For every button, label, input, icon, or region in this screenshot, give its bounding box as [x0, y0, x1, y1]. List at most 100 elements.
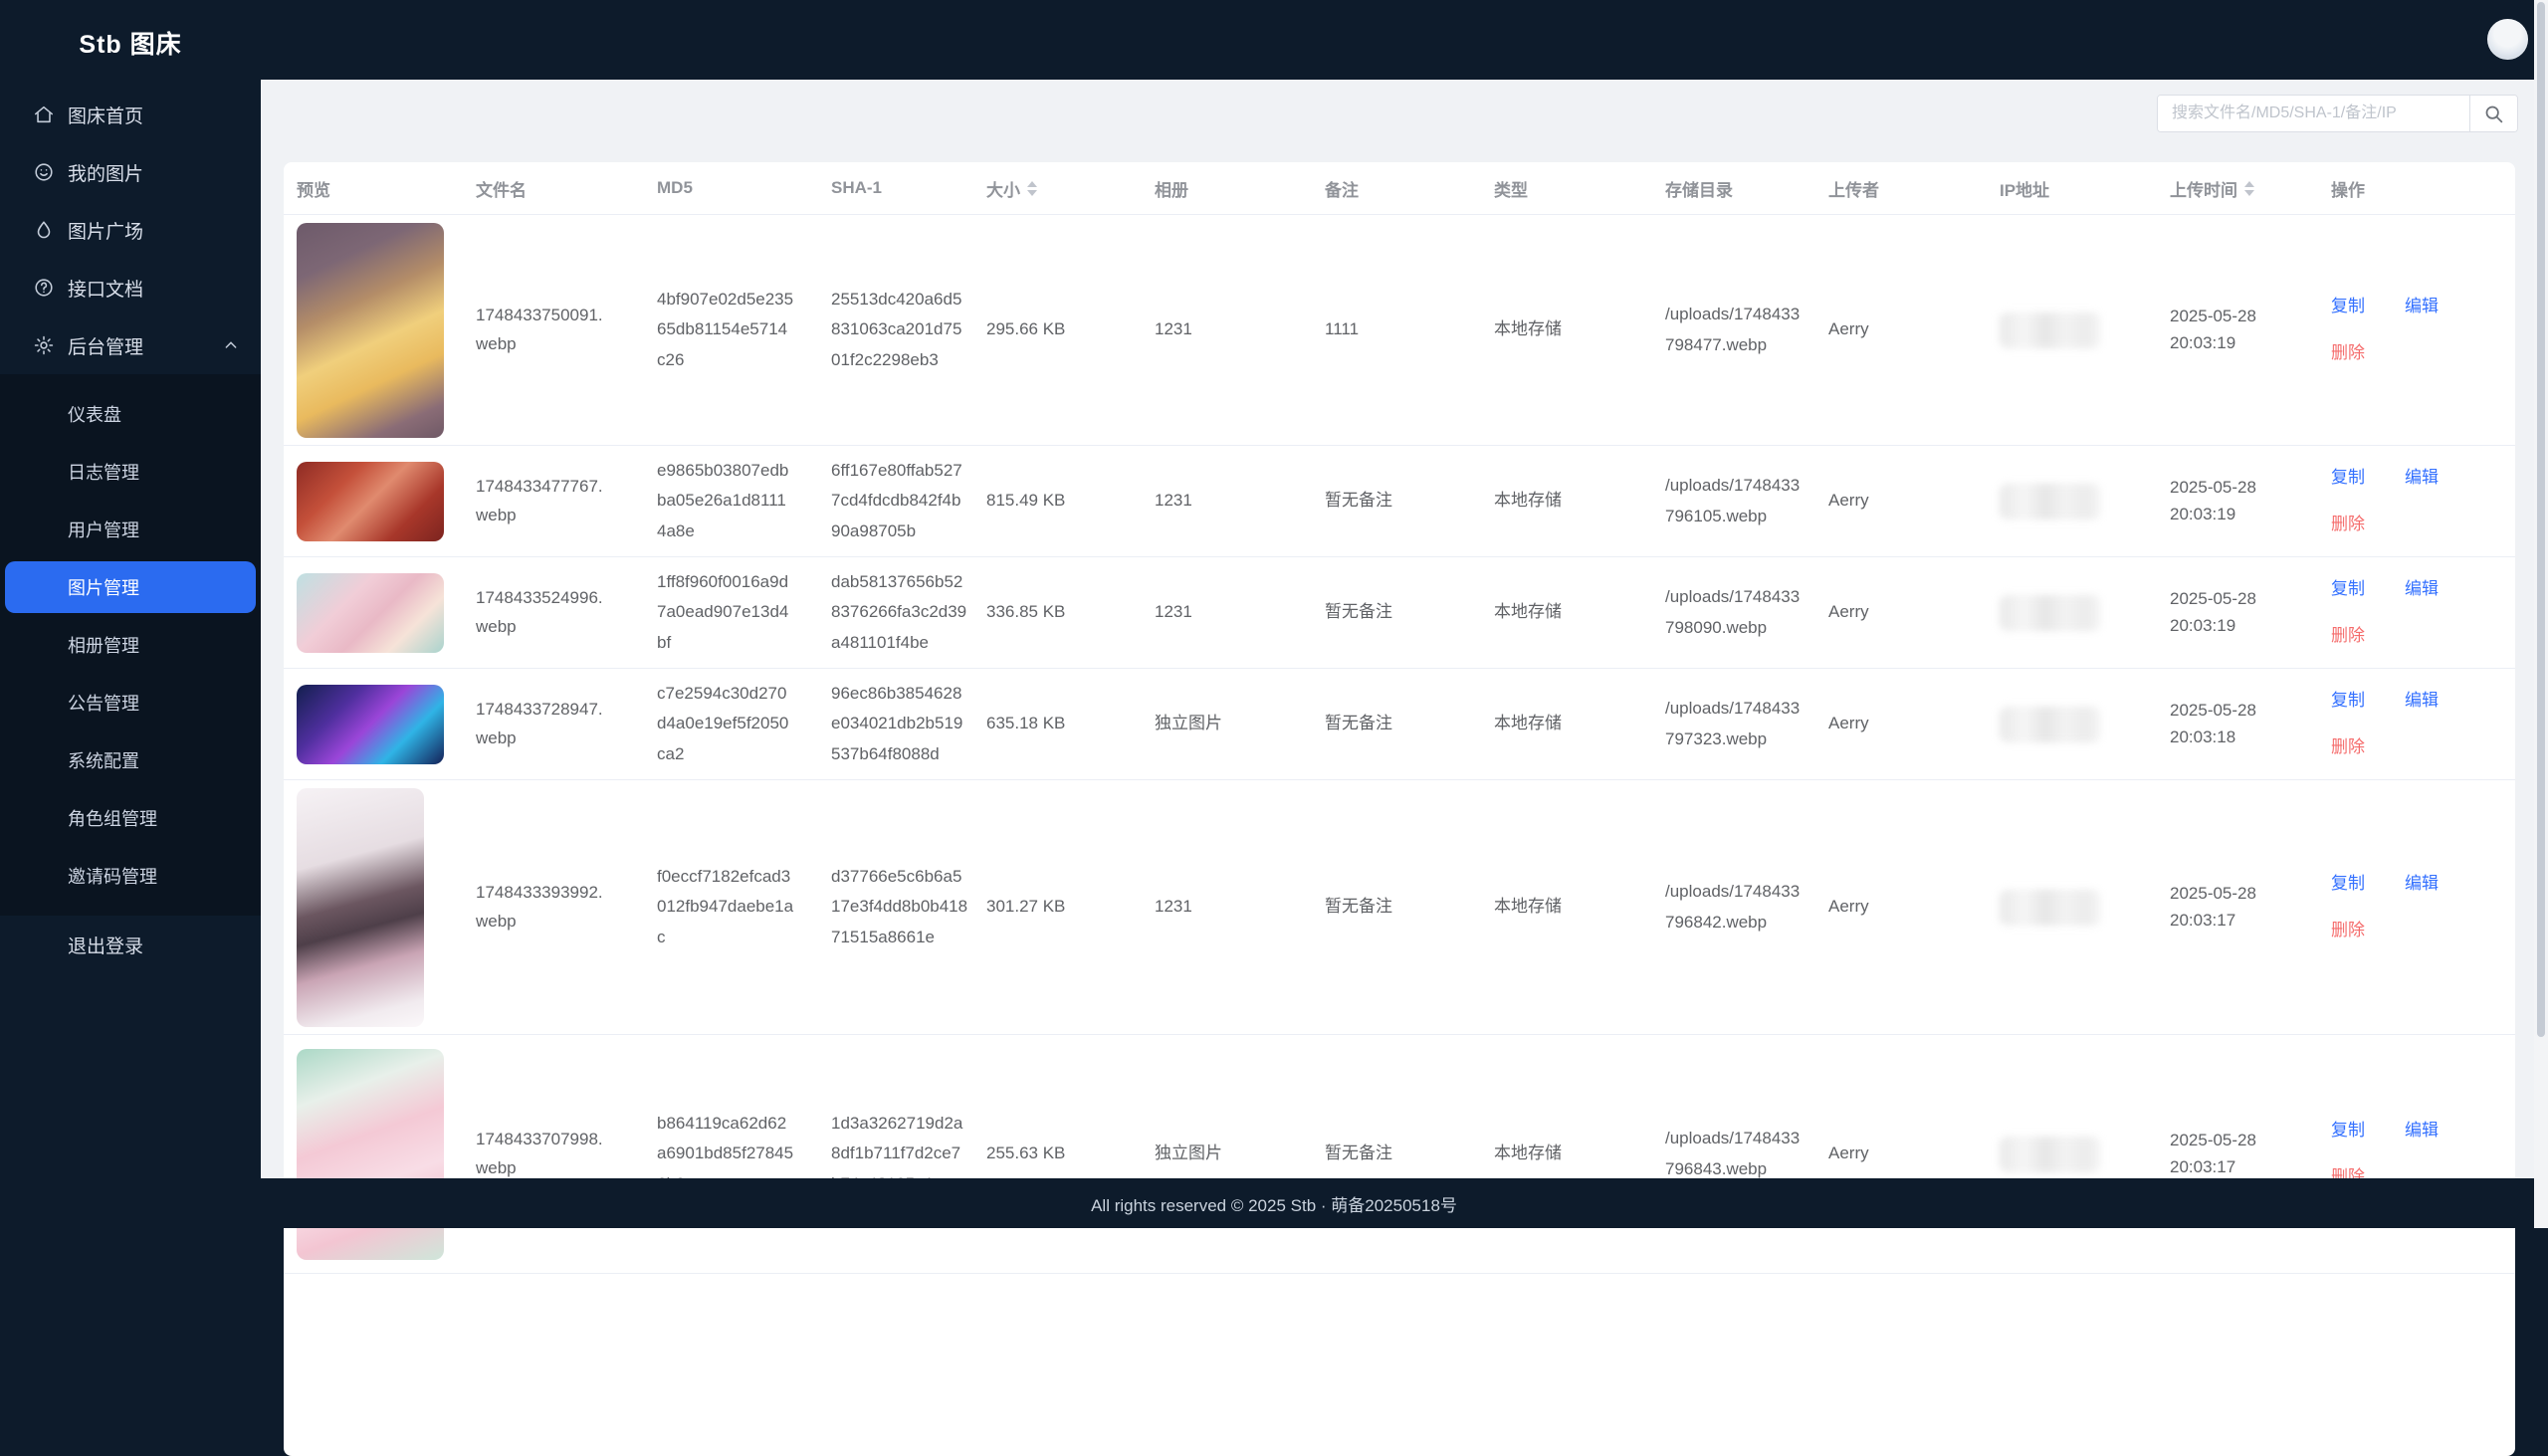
- image-thumbnail[interactable]: [297, 572, 444, 653]
- cell-sha1: d37766e5c6b6a517e3f4dd8b0b41871515a8661e: [831, 866, 968, 946]
- smile-icon: [33, 161, 55, 183]
- cell-type: 本地存储: [1494, 602, 1562, 622]
- sidebar-item-my-images[interactable]: 我的图片: [0, 143, 261, 201]
- cell-md5: 1ff8f960f0016a9d7a0ead907e13d4bf: [657, 571, 789, 652]
- submenu-item-dashboard[interactable]: 仪表盘: [0, 385, 261, 443]
- submenu-item-images[interactable]: 图片管理: [5, 561, 256, 613]
- delete-link[interactable]: 删除: [2331, 736, 2365, 756]
- column-label: 存储目录: [1665, 180, 1733, 200]
- scrollbar-thumb[interactable]: [2537, 2, 2545, 1037]
- column-header-11[interactable]: 上传时间: [2170, 176, 2331, 201]
- delete-link[interactable]: 删除: [2331, 514, 2365, 533]
- column-header-10: IP地址: [2000, 176, 2170, 201]
- image-thumbnail[interactable]: [297, 684, 444, 764]
- copy-link[interactable]: 复制: [2331, 1121, 2365, 1141]
- content-area: 预览 文件名 MD5 SHA-1 大小 相册 备注 类型 存储目录 上传者 IP地址 上传时间 操作 1…: [261, 80, 2548, 1456]
- upload-date: 2025-05-28: [2170, 701, 2256, 721]
- sidebar-item-label: 图床首页: [68, 105, 144, 127]
- column-header-3: SHA-1: [831, 178, 986, 198]
- column-header-4[interactable]: 大小: [986, 176, 1155, 201]
- edit-link[interactable]: 编辑: [2405, 297, 2439, 316]
- cell-type: 本地存储: [1494, 714, 1562, 733]
- sidebar-item-admin[interactable]: 后台管理: [0, 316, 261, 374]
- submenu-item-announcements[interactable]: 公告管理: [0, 674, 261, 731]
- sidebar-item-api-docs[interactable]: 接口文档: [0, 259, 261, 316]
- cell-filename: 1748433728947.webp: [476, 700, 603, 747]
- copy-link[interactable]: 复制: [2331, 691, 2365, 711]
- column-header-5: 相册: [1155, 176, 1325, 201]
- submenu-item-logs[interactable]: 日志管理: [0, 443, 261, 501]
- cell-filename: 1748433524996.webp: [476, 588, 603, 636]
- cell-note: 暂无备注: [1325, 714, 1392, 733]
- copy-link[interactable]: 复制: [2331, 297, 2365, 316]
- copy-link[interactable]: 复制: [2331, 579, 2365, 599]
- cell-path: /uploads/1748433797323.webp: [1665, 698, 1801, 748]
- table-row: 1748433477767.webp e9865b03807edbba05e26a…: [284, 446, 2515, 557]
- cell-path: /uploads/1748433798477.webp: [1665, 304, 1801, 354]
- cell-sha1: dab58137656b528376266fa3c2d39a481101f4be: [831, 571, 967, 652]
- delete-link[interactable]: 删除: [2331, 920, 2365, 939]
- edit-link[interactable]: 编辑: [2405, 874, 2439, 894]
- search-control: [2157, 95, 2518, 132]
- cell-album: 1231: [1155, 602, 1192, 622]
- search-input[interactable]: [2158, 96, 2469, 131]
- sidebar-item-gallery[interactable]: 图片广场: [0, 201, 261, 259]
- edit-link[interactable]: 编辑: [2405, 691, 2439, 711]
- cell-path: /uploads/1748433796842.webp: [1665, 881, 1801, 932]
- cell-note: 暂无备注: [1325, 491, 1392, 511]
- column-label: SHA-1: [831, 178, 883, 197]
- sidebar-item-home[interactable]: 图床首页: [0, 86, 261, 143]
- column-label: 备注: [1325, 180, 1359, 200]
- cell-actions: 复制 编辑删除: [2331, 688, 2502, 760]
- cell-ip: [2000, 312, 2170, 348]
- cell-path: /uploads/1748433796843.webp: [1665, 1128, 1801, 1178]
- search-button[interactable]: [2469, 96, 2517, 131]
- user-avatar[interactable]: [2487, 19, 2528, 60]
- delete-link[interactable]: 删除: [2331, 342, 2365, 362]
- cell-type: 本地存储: [1494, 897, 1562, 917]
- logout-label: 退出登录: [68, 936, 144, 957]
- logout-button[interactable]: 退出登录: [0, 916, 261, 973]
- image-thumbnail[interactable]: [297, 461, 444, 541]
- cell-uploader: Aerry: [1828, 491, 1869, 511]
- submenu-item-users[interactable]: 用户管理: [0, 501, 261, 558]
- submenu-item-albums[interactable]: 相册管理: [0, 616, 261, 674]
- home-icon: [33, 104, 55, 125]
- cell-uploader: Aerry: [1828, 714, 1869, 733]
- cell-upload-time: 2025-05-28 20:03:18: [2170, 698, 2331, 750]
- ip-address-blurred: [2000, 312, 2101, 348]
- upload-clock: 20:03:19: [2170, 504, 2236, 523]
- column-label: 文件名: [476, 180, 527, 200]
- sidebar-item-label: 我的图片: [68, 163, 144, 185]
- cell-upload-time: 2025-05-28 20:03:19: [2170, 586, 2331, 639]
- cell-filename: 1748433393992.webp: [476, 883, 603, 931]
- cell-size: 336.85 KB: [986, 602, 1066, 622]
- submenu-item-label: 系统配置: [68, 751, 139, 771]
- copy-link[interactable]: 复制: [2331, 468, 2365, 488]
- sort-carets-icon[interactable]: [2244, 180, 2254, 196]
- column-label: 上传时间: [2170, 180, 2237, 200]
- column-header-7: 类型: [1494, 176, 1665, 201]
- sort-carets-icon[interactable]: [1027, 180, 1037, 196]
- edit-link[interactable]: 编辑: [2405, 468, 2439, 488]
- image-thumbnail[interactable]: [297, 787, 424, 1027]
- cell-type: 本地存储: [1494, 1144, 1562, 1163]
- delete-link[interactable]: 删除: [2331, 625, 2365, 645]
- upload-clock: 20:03:19: [2170, 332, 2236, 352]
- cell-album: 1231: [1155, 491, 1192, 511]
- drop-icon: [33, 219, 55, 241]
- table-header-row: 预览 文件名 MD5 SHA-1 大小 相册 备注 类型 存储目录 上传者 IP地址 上传时间 操作: [284, 162, 2515, 215]
- cell-upload-time: 2025-05-28 20:03:19: [2170, 475, 2331, 527]
- edit-link[interactable]: 编辑: [2405, 579, 2439, 599]
- submenu-item-invite-codes[interactable]: 邀请码管理: [0, 847, 261, 905]
- submenu-item-system-config[interactable]: 系统配置: [0, 731, 261, 789]
- cell-md5: c7e2594c30d270d4a0e19ef5f2050ca2: [657, 683, 789, 763]
- submenu-item-role-groups[interactable]: 角色组管理: [0, 789, 261, 847]
- cell-uploader: Aerry: [1828, 1144, 1869, 1163]
- image-thumbnail[interactable]: [297, 222, 444, 438]
- upload-clock: 20:03:19: [2170, 615, 2236, 635]
- cell-upload-time: 2025-05-28 20:03:19: [2170, 304, 2331, 356]
- vertical-scrollbar[interactable]: [2534, 0, 2548, 1228]
- edit-link[interactable]: 编辑: [2405, 1121, 2439, 1141]
- copy-link[interactable]: 复制: [2331, 874, 2365, 894]
